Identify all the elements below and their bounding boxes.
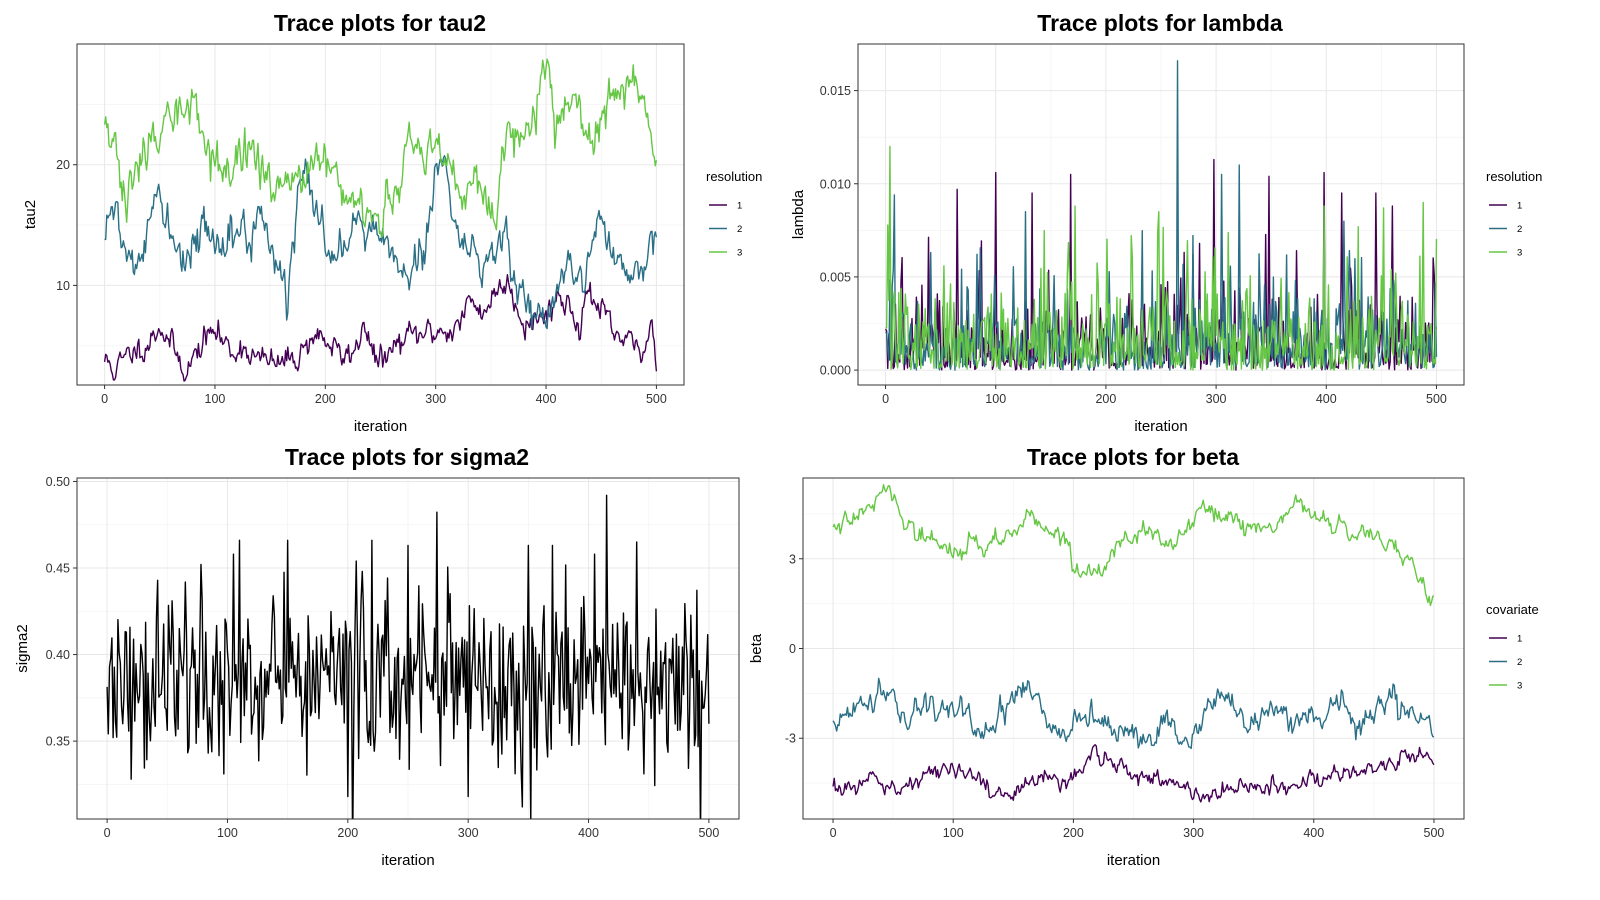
grid	[803, 478, 1464, 819]
y-tick-label: 0.000	[820, 364, 851, 378]
x-tick-label: 300	[1206, 392, 1227, 406]
legend-label-1: 1	[737, 201, 742, 212]
series-line-2	[104, 155, 658, 330]
x-tick-label: 400	[578, 826, 599, 840]
chart-beta: Trace plots for beta 0 100 200 300 400 500 -3 0 3…	[748, 444, 1539, 869]
y-axis-label: sigma2	[14, 624, 31, 672]
x-tick-label: 400	[1316, 392, 1337, 406]
legend: resolution 1 2 3	[706, 169, 762, 259]
chart-sigma2: Trace plots for sigma2 0 100 200 300 400 500 0.…	[14, 444, 740, 869]
chart-title: Trace plots for beta	[1027, 444, 1239, 470]
chart-tau2: Trace plots for tau2 0 100 200 300 400 500 10 20…	[22, 10, 762, 435]
series-group	[832, 483, 1435, 803]
legend: resolution 1 2 3	[1486, 169, 1542, 259]
x-tick-label: 100	[943, 826, 964, 840]
legend-label-3: 3	[737, 248, 742, 259]
y-axis-label: beta	[748, 633, 765, 663]
series-line-3	[103, 58, 658, 238]
x-tick-label: 0	[101, 392, 108, 406]
x-tick-label: 500	[646, 392, 667, 406]
series-line-2	[885, 60, 1438, 371]
panel-border	[76, 43, 685, 386]
legend: covariate 1 2 3	[1486, 602, 1539, 692]
x-tick-label: 200	[337, 826, 358, 840]
legend-title: covariate	[1486, 602, 1539, 617]
y-tick-label: 0	[789, 642, 796, 656]
x-tick-label: 500	[1426, 392, 1447, 406]
legend-label-2: 2	[1517, 224, 1522, 235]
y-axis-label: lambda	[790, 189, 807, 239]
x-tick-label: 0	[882, 392, 889, 406]
y-tick-label: 0.005	[820, 270, 851, 284]
x-tick-label: 200	[1063, 826, 1084, 840]
y-tick-label: 0.45	[46, 562, 70, 576]
chart-title: Trace plots for tau2	[274, 10, 486, 36]
x-tick-label: 100	[217, 826, 238, 840]
x-tick-label: 300	[1183, 826, 1204, 840]
x-axis-label: iteration	[1107, 852, 1160, 869]
y-tick-label: 20	[56, 158, 70, 172]
x-axis-label: iteration	[354, 418, 407, 435]
panel-border	[76, 477, 740, 820]
series-group	[106, 494, 710, 819]
chart-title: Trace plots for lambda	[1037, 10, 1283, 36]
x-tick-label: 0	[104, 826, 111, 840]
x-tick-label: 100	[985, 392, 1006, 406]
y-tick-label: 3	[789, 552, 796, 566]
series-line-3	[885, 145, 1438, 371]
chart-lambda: Trace plots for lambda 0 100 200 300 400 500 0.…	[790, 10, 1542, 435]
series-line-3	[832, 483, 1435, 607]
chart-title: Trace plots for sigma2	[285, 444, 529, 470]
legend-label-1: 1	[1517, 201, 1522, 212]
x-axis-label: iteration	[381, 852, 434, 869]
legend-label-3: 3	[1517, 681, 1522, 692]
panel-border	[857, 43, 1465, 386]
legend-title: resolution	[1486, 169, 1542, 184]
series-line-1	[103, 273, 658, 382]
x-tick-label: 100	[205, 392, 226, 406]
x-axis-label: iteration	[1134, 418, 1187, 435]
series-line-1	[832, 744, 1435, 803]
x-tick-label: 0	[830, 826, 837, 840]
x-tick-label: 400	[536, 392, 557, 406]
y-tick-label: 0.50	[46, 475, 70, 489]
y-tick-label: 0.015	[820, 84, 851, 98]
x-tick-label: 500	[698, 826, 719, 840]
series-group	[103, 58, 658, 382]
x-tick-label: 400	[1303, 826, 1324, 840]
legend-label-2: 2	[1517, 657, 1522, 668]
legend-title: resolution	[706, 169, 762, 184]
legend-label-3: 3	[1517, 248, 1522, 259]
legend-label-2: 2	[737, 224, 742, 235]
x-tick-label: 200	[1095, 392, 1116, 406]
y-axis-label: tau2	[22, 200, 39, 229]
y-tick-label: -3	[785, 732, 796, 746]
y-tick-label: 0.35	[46, 735, 70, 749]
series-line-2	[832, 677, 1435, 750]
legend-label-1: 1	[1517, 634, 1522, 645]
series-line-trace	[106, 494, 710, 819]
y-tick-label: 0.010	[820, 177, 851, 191]
x-tick-label: 300	[425, 392, 446, 406]
x-tick-label: 500	[1424, 826, 1445, 840]
series-group	[884, 60, 1438, 371]
y-tick-label: 0.40	[46, 648, 70, 662]
y-tick-label: 10	[56, 279, 70, 293]
x-tick-label: 200	[315, 392, 336, 406]
x-tick-label: 300	[458, 826, 479, 840]
